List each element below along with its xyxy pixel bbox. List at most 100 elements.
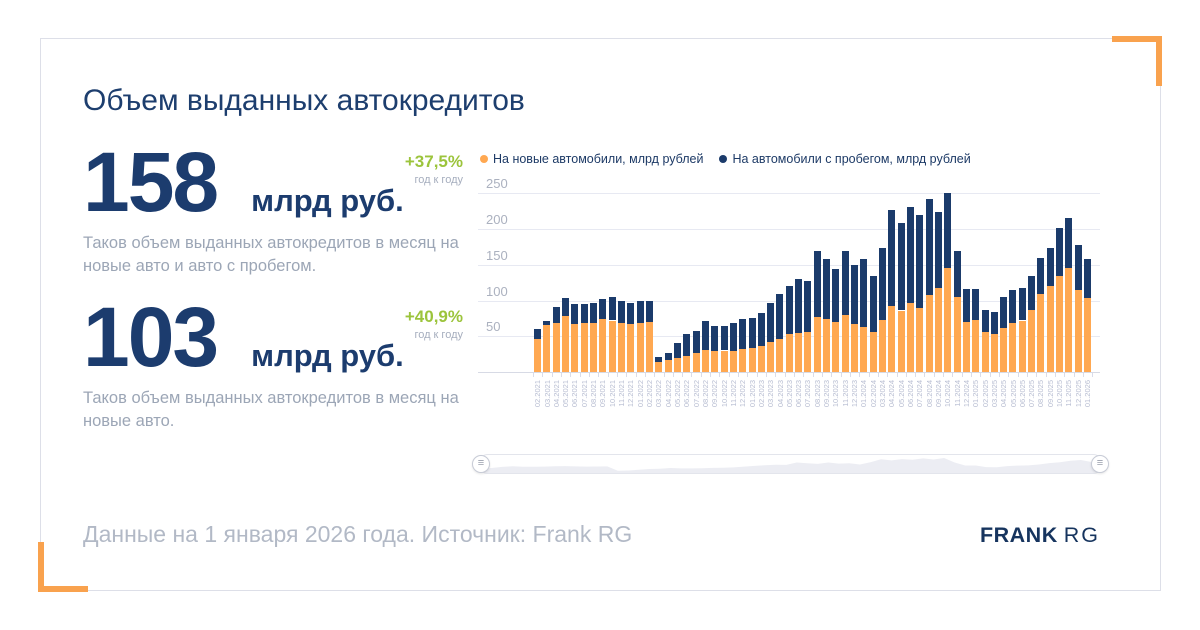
bar-segment-used[interactable] [1037, 258, 1045, 295]
bar-segment-used[interactable] [618, 300, 625, 323]
bar-segment-new[interactable] [804, 332, 812, 372]
bar-segment-used[interactable] [776, 294, 784, 340]
bar-segment-used[interactable] [1084, 259, 1091, 299]
bar-segment-used[interactable] [748, 317, 756, 349]
bar-segment-new[interactable] [1065, 268, 1073, 372]
bar-segment-new[interactable] [1037, 294, 1045, 372]
chart-range-slider-track[interactable] [478, 454, 1103, 474]
bar-segment-used[interactable] [823, 259, 830, 320]
bar-segment-new[interactable] [767, 342, 775, 372]
bar-segment-new[interactable] [823, 319, 830, 372]
bar-segment-used[interactable] [990, 311, 998, 335]
bar-segment-new[interactable] [645, 321, 653, 372]
bar-segment-used[interactable] [953, 250, 961, 297]
bar-segment-used[interactable] [701, 321, 709, 350]
bar-segment-used[interactable] [841, 251, 849, 315]
bar-segment-used[interactable] [729, 323, 737, 351]
bar-segment-used[interactable] [757, 313, 765, 347]
bar-segment-used[interactable] [934, 211, 942, 289]
bar-segment-new[interactable] [618, 322, 625, 372]
bar-segment-new[interactable] [776, 339, 784, 372]
bar-segment-used[interactable] [1065, 218, 1073, 269]
bar-segment-new[interactable] [841, 314, 849, 372]
bar-segment-used[interactable] [944, 193, 952, 269]
bar-segment-used[interactable] [888, 209, 896, 307]
bar-segment-new[interactable] [608, 320, 616, 372]
bar-segment-used[interactable] [720, 326, 728, 351]
bar-segment-new[interactable] [729, 350, 737, 372]
legend-item-used[interactable]: На автомобили с пробегом, млрд рублей [719, 152, 971, 166]
bar-segment-used[interactable] [608, 296, 616, 321]
bar-segment-new[interactable] [739, 349, 747, 372]
bar-segment-new[interactable] [673, 358, 681, 372]
bar-segment-new[interactable] [962, 321, 970, 372]
bar-segment-new[interactable] [1084, 298, 1091, 372]
bar-segment-new[interactable] [757, 346, 765, 372]
bar-segment-new[interactable] [888, 306, 896, 372]
bar-segment-used[interactable] [851, 264, 858, 325]
bar-segment-new[interactable] [1018, 320, 1026, 372]
bar-segment-new[interactable] [1056, 276, 1063, 372]
bar-segment-used[interactable] [869, 276, 877, 332]
bar-segment-used[interactable] [552, 306, 560, 323]
bar-segment-used[interactable] [711, 325, 719, 352]
bar-segment-new[interactable] [990, 334, 998, 372]
bar-segment-new[interactable] [1046, 286, 1054, 372]
bar-segment-new[interactable] [748, 348, 756, 372]
bar-segment-new[interactable] [627, 324, 635, 372]
bar-segment-used[interactable] [1018, 287, 1026, 321]
bar-segment-new[interactable] [832, 321, 840, 372]
bar-segment-new[interactable] [869, 332, 877, 372]
bar-segment-used[interactable] [832, 269, 840, 322]
bar-segment-new[interactable] [1074, 289, 1082, 372]
bar-segment-used[interactable] [860, 259, 868, 327]
bar-segment-used[interactable] [739, 319, 747, 350]
bar-segment-used[interactable] [972, 289, 980, 320]
bar-segment-new[interactable] [701, 349, 709, 372]
bar-segment-used[interactable] [916, 214, 924, 309]
bar-segment-used[interactable] [655, 357, 663, 362]
bar-segment-used[interactable] [599, 299, 607, 320]
bar-segment-new[interactable] [981, 332, 989, 372]
bar-segment-used[interactable] [534, 329, 542, 340]
bar-segment-new[interactable] [655, 362, 663, 372]
bar-segment-new[interactable] [552, 322, 560, 372]
bar-segment-new[interactable] [580, 323, 588, 372]
bar-segment-new[interactable] [664, 359, 672, 372]
bar-segment-used[interactable] [813, 251, 821, 317]
bar-segment-used[interactable] [795, 279, 803, 333]
bar-segment-new[interactable] [795, 332, 803, 372]
bar-segment-new[interactable] [534, 339, 542, 372]
bar-segment-used[interactable] [580, 304, 588, 324]
bar-segment-new[interactable] [785, 334, 793, 372]
bar-segment-new[interactable] [1028, 309, 1036, 372]
bar-segment-new[interactable] [599, 319, 607, 372]
bar-segment-new[interactable] [813, 316, 821, 372]
bar-segment-used[interactable] [571, 304, 579, 325]
bar-segment-new[interactable] [972, 319, 980, 372]
bar-segment-new[interactable] [916, 308, 924, 372]
bar-segment-used[interactable] [1000, 296, 1008, 329]
bar-segment-used[interactable] [627, 303, 635, 325]
bar-segment-used[interactable] [767, 303, 775, 342]
legend-item-new[interactable]: На новые автомобили, млрд рублей [480, 152, 703, 166]
bar-segment-used[interactable] [664, 352, 672, 360]
bar-segment-new[interactable] [860, 327, 868, 372]
bar-segment-used[interactable] [543, 320, 551, 325]
bar-segment-used[interactable] [785, 285, 793, 335]
bar-segment-used[interactable] [636, 301, 644, 323]
bar-segment-new[interactable] [1000, 328, 1008, 372]
bar-segment-used[interactable] [673, 343, 681, 359]
bar-segment-used[interactable] [590, 302, 597, 323]
bar-segment-new[interactable] [692, 353, 700, 372]
bar-segment-used[interactable] [692, 330, 700, 354]
bar-segment-new[interactable] [878, 319, 886, 372]
bar-segment-new[interactable] [683, 356, 691, 372]
bar-segment-used[interactable] [906, 206, 914, 303]
bar-segment-used[interactable] [1074, 244, 1082, 290]
bar-segment-used[interactable] [804, 281, 812, 332]
slider-handle-right[interactable]: ≡ [1091, 455, 1109, 473]
bar-segment-used[interactable] [981, 309, 989, 332]
bar-segment-used[interactable] [683, 334, 691, 357]
bar-segment-new[interactable] [953, 296, 961, 372]
